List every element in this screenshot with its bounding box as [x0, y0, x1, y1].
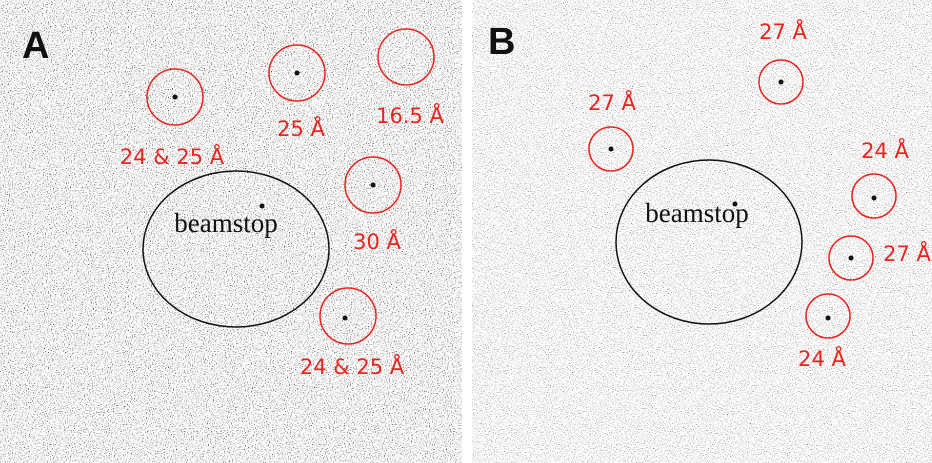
- spot-label: 27 Å: [588, 89, 636, 115]
- spot-label: 24 Å: [798, 345, 846, 371]
- spot-label: 27 Å: [883, 240, 931, 266]
- diffraction-spot: [295, 71, 300, 76]
- diffraction-spot: [779, 80, 784, 85]
- diffraction-spot: [609, 147, 614, 152]
- spot-label: 25 Å: [277, 115, 325, 141]
- spot-label: 24 & 25 Å: [120, 143, 225, 169]
- beamstop-label: beamstop: [645, 198, 748, 228]
- panel-label: B: [488, 21, 515, 63]
- diffraction-spot: [849, 256, 854, 261]
- diffraction-spot: [343, 316, 348, 321]
- spot-label: 24 & 25 Å: [300, 353, 405, 379]
- spot-label: 16.5 Å: [376, 102, 444, 128]
- beamstop-label: beamstop: [174, 208, 277, 238]
- panel-label: A: [22, 25, 49, 67]
- diffraction-spot: [371, 183, 376, 188]
- figure: beamstop 24 & 25 Å 25 Å 16.5 Å 30 Å 24 & 25 Å…: [0, 0, 932, 463]
- spot-label: 24 Å: [861, 137, 909, 163]
- spot-label: 27 Å: [759, 18, 807, 44]
- diffraction-spot: [826, 316, 831, 321]
- diffraction-spot: [872, 196, 877, 201]
- panel-b-noise: [472, 0, 932, 463]
- spot-label: 30 Å: [353, 228, 401, 254]
- diffraction-spot: [173, 95, 178, 100]
